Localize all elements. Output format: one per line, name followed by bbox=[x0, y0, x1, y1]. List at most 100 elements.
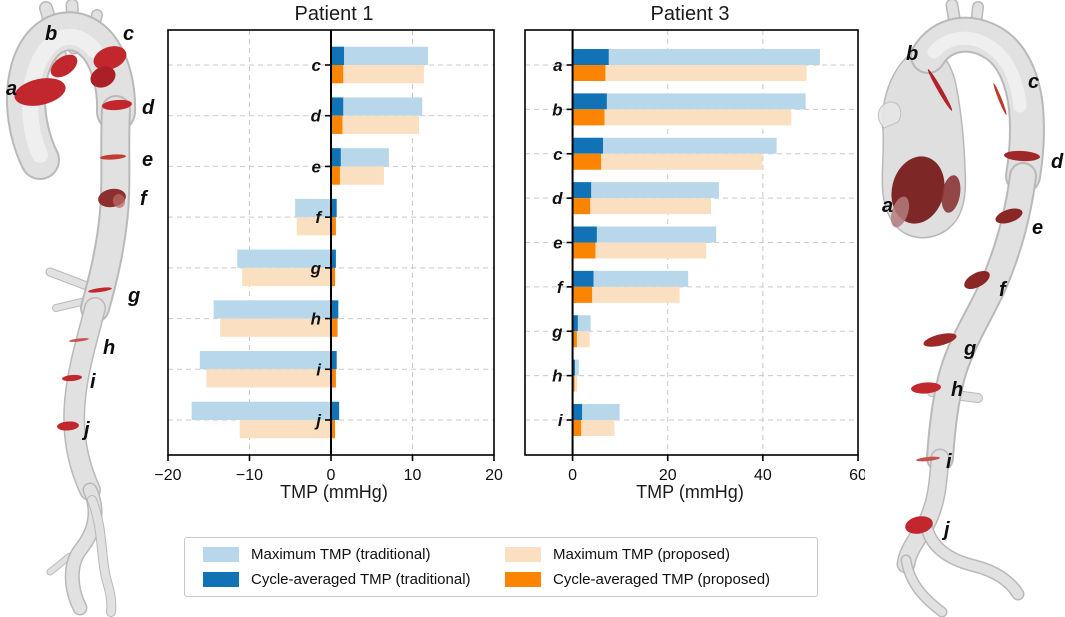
bar-cyc-trad-e bbox=[331, 148, 341, 167]
category-label-i: i bbox=[316, 360, 322, 379]
legend-label: Maximum TMP (traditional) bbox=[251, 546, 431, 563]
category-label-d: d bbox=[311, 107, 322, 126]
bar-cyc-prop-h bbox=[331, 318, 338, 337]
bar-cyc-trad-d bbox=[331, 97, 344, 116]
category-label-a: a bbox=[553, 56, 562, 75]
bar-max-prop-b bbox=[572, 109, 792, 126]
bar-max-trad-g bbox=[237, 249, 331, 268]
bar-max-trad-f bbox=[295, 198, 331, 218]
aorta-body bbox=[6, 11, 137, 617]
category-label-h: h bbox=[552, 367, 562, 386]
bar-cyc-prop-f bbox=[572, 286, 593, 303]
category-label-e: e bbox=[312, 157, 321, 176]
bar-cyc-trad-f bbox=[331, 198, 337, 218]
section-label-f: f bbox=[999, 279, 1008, 301]
legend-item-cycle-proposed: Cycle-averaged TMP (proposed) bbox=[505, 571, 807, 588]
bar-max-prop-d bbox=[331, 115, 420, 134]
aorta-section-labels: a b c d e f g h i j bbox=[882, 43, 1064, 541]
bar-max-prop-c bbox=[331, 65, 424, 84]
bar-cyc-trad-c bbox=[572, 137, 604, 154]
bar-max-trad-h bbox=[572, 359, 579, 376]
bar-cyc-prop-g bbox=[331, 267, 336, 287]
section-b-marker bbox=[927, 69, 953, 111]
category-label-i: i bbox=[558, 411, 564, 430]
x-tick-label: −10 bbox=[236, 467, 263, 484]
bar-cyc-trad-e bbox=[572, 226, 597, 243]
section-f-highlight bbox=[112, 194, 126, 208]
category-label-c: c bbox=[312, 56, 322, 75]
section-label-b: b bbox=[45, 23, 57, 45]
section-label-h: h bbox=[103, 337, 115, 359]
bar-max-trad-d bbox=[572, 182, 720, 199]
bar-max-prop-f bbox=[296, 217, 331, 236]
bar-cyc-prop-a bbox=[572, 65, 606, 81]
bar-max-prop-h bbox=[572, 375, 578, 392]
section-e-marker bbox=[995, 208, 1023, 224]
bar-max-prop-f bbox=[572, 286, 680, 303]
bar-cyc-prop-d bbox=[572, 198, 591, 215]
bar-max-trad-c bbox=[331, 46, 428, 65]
bar-cyc-trad-g bbox=[572, 315, 578, 332]
category-label-g: g bbox=[551, 322, 563, 341]
section-label-g: g bbox=[127, 285, 140, 307]
section-h-marker bbox=[911, 382, 941, 394]
x-tick-label: 60 bbox=[849, 467, 865, 484]
section-j-marker bbox=[905, 516, 933, 534]
bar-cyc-trad-h bbox=[331, 300, 339, 319]
aorta-section-labels: a b c d e f g h i j bbox=[6, 23, 155, 441]
section-h-marker bbox=[69, 338, 89, 342]
bar-max-prop-h bbox=[220, 318, 331, 337]
bar-max-trad-h bbox=[213, 300, 331, 319]
section-a-marker bbox=[14, 78, 66, 106]
section-label-a: a bbox=[6, 78, 17, 100]
x-tick-label: 40 bbox=[754, 467, 772, 484]
cycle-traditional-swatch bbox=[203, 572, 239, 587]
bar-max-prop-i bbox=[206, 369, 331, 388]
patient-3-aorta-render: a b c d e f g h i j bbox=[877, 0, 1064, 617]
patient-3-xaxis-label: TMP (mmHg) bbox=[636, 482, 744, 502]
category-label-c: c bbox=[553, 145, 563, 164]
category-label-g: g bbox=[310, 259, 322, 278]
section-label-g: g bbox=[963, 338, 976, 360]
bar-max-prop-g bbox=[242, 267, 331, 287]
bar-max-trad-d bbox=[331, 97, 423, 116]
section-label-j: j bbox=[941, 519, 950, 541]
category-label-b: b bbox=[552, 100, 562, 119]
patient-1-aorta-render: a b c d e f g h i j bbox=[6, 0, 155, 617]
bar-max-prop-a bbox=[572, 65, 807, 81]
bar-cyc-prop-i bbox=[331, 369, 336, 388]
section-c-marker bbox=[993, 83, 1007, 115]
section-f-marker bbox=[964, 270, 990, 290]
bar-cyc-trad-d bbox=[572, 182, 592, 199]
bar-max-prop-c bbox=[572, 153, 763, 170]
section-label-e: e bbox=[142, 149, 153, 171]
patient-3-chart: a b c d e f g h i 0 20 40 60 bbox=[524, 29, 865, 484]
bar-cyc-prop-c bbox=[331, 65, 344, 84]
bar-cyc-trad-h bbox=[572, 359, 575, 376]
category-label-h: h bbox=[311, 310, 321, 329]
bar-max-trad-i bbox=[572, 404, 620, 420]
x-tick-label: −20 bbox=[154, 467, 181, 484]
bar-cyc-trad-j bbox=[331, 401, 340, 420]
section-label-h: h bbox=[951, 379, 963, 401]
x-tick-label: 20 bbox=[485, 467, 503, 484]
section-label-e: e bbox=[1032, 217, 1043, 239]
bar-cyc-prop-b bbox=[572, 109, 605, 126]
legend-item-cycle-traditional: Cycle-averaged TMP (traditional) bbox=[203, 571, 505, 588]
legend: Maximum TMP (traditional) Cycle-averaged… bbox=[184, 537, 818, 597]
category-label-f: f bbox=[557, 278, 565, 297]
aorta-section-markers bbox=[890, 69, 1040, 534]
x-tick-label: 20 bbox=[659, 467, 677, 484]
bar-cyc-prop-c bbox=[572, 153, 602, 170]
section-c-marker bbox=[93, 46, 127, 70]
x-tick-label: 0 bbox=[327, 467, 336, 484]
bar-cyc-prop-i bbox=[572, 420, 582, 436]
section-g-marker bbox=[923, 333, 957, 347]
bar-cyc-trad-g bbox=[331, 249, 336, 268]
max-traditional-swatch bbox=[203, 547, 239, 562]
x-tick-label: 10 bbox=[404, 467, 422, 484]
section-label-d: d bbox=[142, 97, 155, 119]
legend-label: Cycle-averaged TMP (traditional) bbox=[251, 571, 471, 588]
patient-1-chart: c d e f g h i j −20 −10 0 10 20 bbox=[154, 29, 503, 484]
